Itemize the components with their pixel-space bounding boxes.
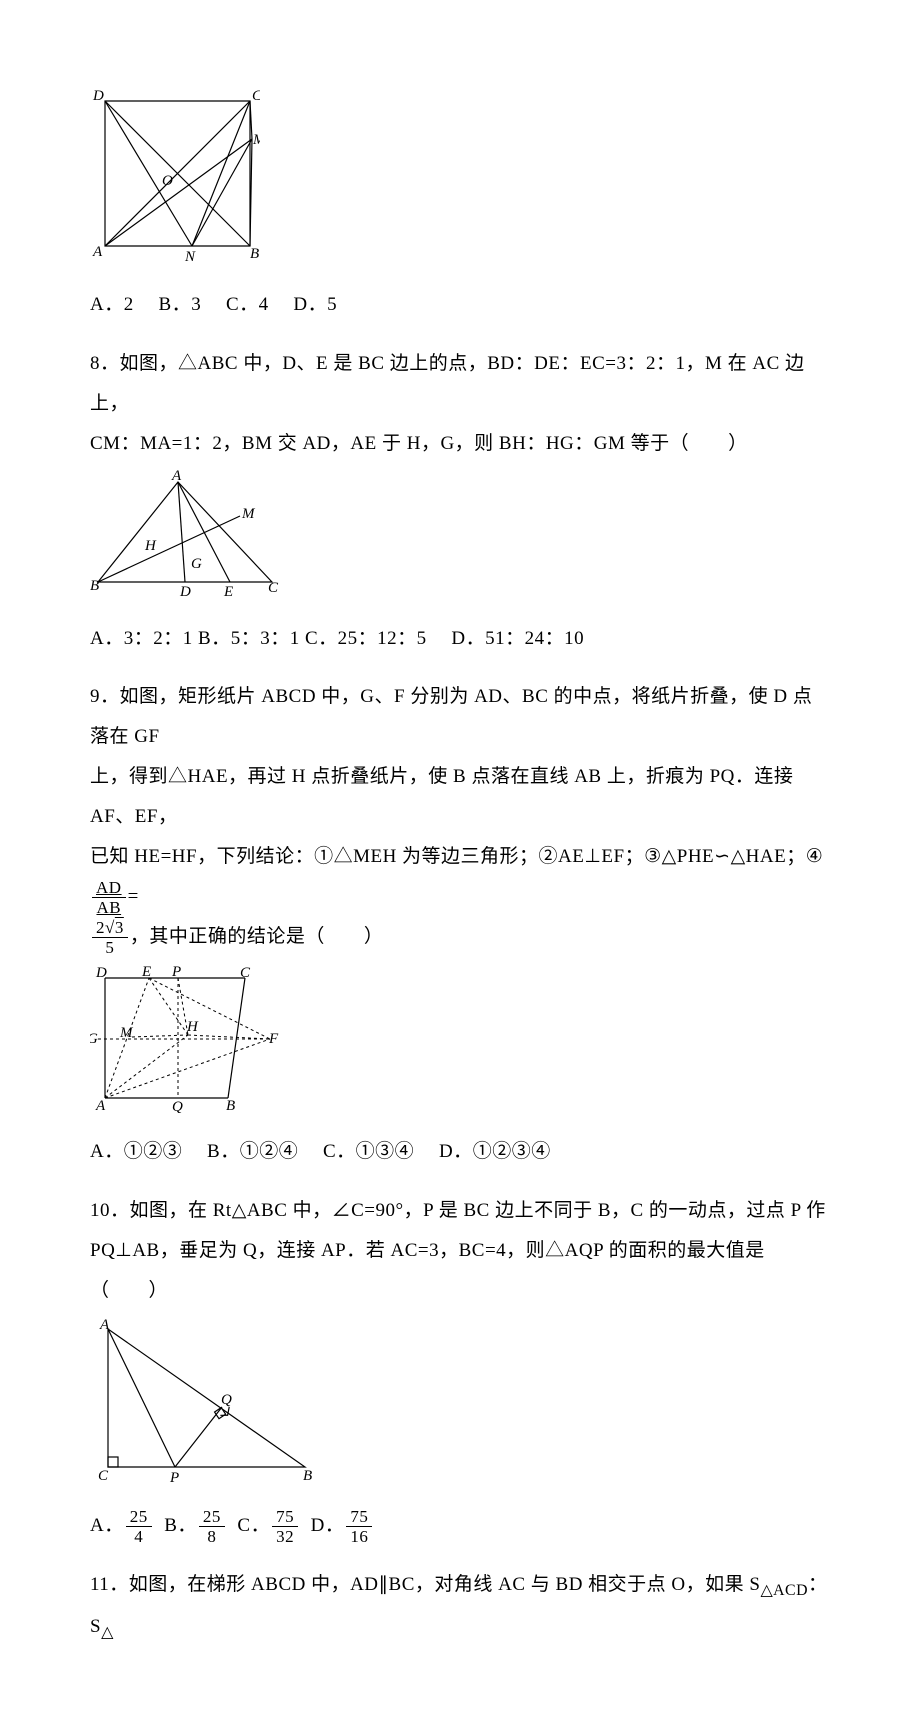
svg-text:G: G <box>191 556 202 572</box>
svg-text:A: A <box>171 470 182 484</box>
q10-opt-d: D．7516 <box>311 1506 375 1546</box>
q10-opt-b: B．258 <box>164 1506 227 1546</box>
svg-text:Q: Q <box>172 1099 183 1113</box>
q10-figure: A Q C P B <box>90 1317 325 1487</box>
q8-opt-c: C．25：12：5 <box>305 628 427 649</box>
svg-text:C: C <box>240 965 251 981</box>
q9-opt-d: D．①②③④ <box>439 1141 551 1162</box>
svg-text:H: H <box>186 1019 199 1035</box>
svg-text:B: B <box>250 246 259 262</box>
q10-opt-a: A．254 <box>90 1506 154 1546</box>
q7-opt-b: B．3 <box>159 294 202 315</box>
svg-text:A: A <box>95 1098 106 1113</box>
svg-text:B: B <box>226 1098 235 1113</box>
q9-line3: 已知 HE=HF，下列结论：①△MEH 为等边三角形；②AE⊥EF；③△PHE∽… <box>90 837 830 917</box>
svg-text:C: C <box>252 88 260 104</box>
page: D C M O A N B A．2 B．3 C．4 D．5 8．如图，△ABC … <box>0 0 920 1709</box>
q9-options: A．①②③ B．①②④ C．①③④ D．①②③④ <box>90 1132 830 1172</box>
q10-line1: 10．如图，在 Rt△ABC 中，∠C=90°，P 是 BC 边上不同于 B，C… <box>90 1191 830 1231</box>
svg-text:G: G <box>90 1031 98 1047</box>
svg-text:A: A <box>92 244 103 260</box>
q9-line2: 上，得到△HAE，再过 H 点折叠纸片，使 B 点落在直线 AB 上，折痕为 P… <box>90 757 830 837</box>
svg-text:M: M <box>252 132 260 148</box>
q8-line1: 8．如图，△ABC 中，D、E 是 BC 边上的点，BD：DE：EC=3：2：1… <box>90 344 830 424</box>
q8-options: A．3：2：1 B．5：3：1 C．25：12：5 D．51：24：10 <box>90 619 830 659</box>
q8-opt-a: A．3：2：1 <box>90 628 193 649</box>
q7-options: A．2 B．3 C．4 D．5 <box>90 285 830 325</box>
q8-figure: A M H G B D E C <box>90 470 285 600</box>
q7-opt-c: C．4 <box>226 294 269 315</box>
svg-text:B: B <box>303 1468 312 1484</box>
q7-opt-a: A．2 <box>90 294 134 315</box>
q10-opt-c: C．7532 <box>237 1506 300 1546</box>
q10-line2: PQ⊥AB，垂足为 Q，连接 AP．若 AC=3，BC=4，则△AQP 的面积的… <box>90 1231 830 1311</box>
svg-text:E: E <box>141 964 151 980</box>
svg-text:F: F <box>268 1031 279 1047</box>
svg-text:M: M <box>119 1025 134 1041</box>
q9-figure: D E P C G M H F A Q B <box>90 963 285 1113</box>
q9-frac-2sqrt3-5: 2√35 <box>92 918 128 957</box>
svg-text:D: D <box>92 88 104 104</box>
q8-opt-b: B．5：3：1 <box>198 628 300 649</box>
svg-text:D: D <box>95 965 107 981</box>
svg-text:P: P <box>171 964 181 980</box>
q7-figure: D C M O A N B <box>90 86 260 266</box>
svg-text:Q: Q <box>221 1392 232 1408</box>
svg-text:B: B <box>90 578 99 594</box>
q11-line1: 11．如图，在梯形 ABCD 中，AD∥BC，对角线 AC 与 BD 相交于点 … <box>90 1565 830 1649</box>
svg-text:N: N <box>184 249 196 265</box>
svg-text:C: C <box>98 1468 109 1484</box>
svg-text:A: A <box>99 1317 110 1333</box>
q9-opt-a: A．①②③ <box>90 1141 182 1162</box>
q7-opt-d: D．5 <box>293 294 337 315</box>
q10-options: A．254 B．258 C．7532 D．7516 <box>90 1506 830 1546</box>
svg-text:D: D <box>179 584 191 600</box>
svg-text:E: E <box>223 584 233 600</box>
svg-text:O: O <box>162 173 173 189</box>
q8-opt-d: D．51：24：10 <box>451 628 584 649</box>
svg-text:P: P <box>169 1470 179 1486</box>
q9-line4: 2√35，其中正确的结论是（ ） <box>90 917 830 957</box>
svg-text:C: C <box>268 580 279 596</box>
q9-frac-ad-ab: ADAB <box>92 878 126 917</box>
svg-text:H: H <box>144 538 157 554</box>
q9-opt-b: B．①②④ <box>207 1141 298 1162</box>
svg-text:M: M <box>241 506 256 522</box>
q9-opt-c: C．①③④ <box>323 1141 414 1162</box>
q8-line2: CM：MA=1：2，BM 交 AD，AE 于 H，G，则 BH：HG：GM 等于… <box>90 424 830 464</box>
q9-line1: 9．如图，矩形纸片 ABCD 中，G、F 分别为 AD、BC 的中点，将纸片折叠… <box>90 677 830 757</box>
